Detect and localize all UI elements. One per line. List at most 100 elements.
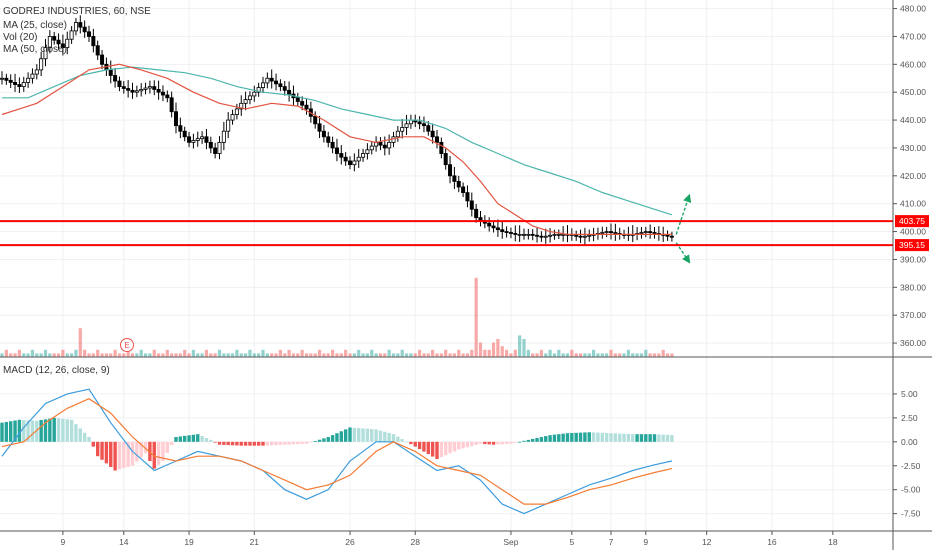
macd-histogram-bar: [204, 437, 209, 442]
volume-bar: [78, 328, 82, 357]
macd-histogram-bar: [274, 441, 278, 446]
legend-macd[interactable]: MACD (12, 26, close, 9): [3, 365, 110, 376]
volume-bar: [357, 349, 361, 357]
macd-histogram-bar: [357, 428, 361, 442]
volume-bar: [361, 353, 365, 357]
macd-y-tick-label: -5.00: [901, 485, 921, 495]
candle-body: [0, 77, 4, 80]
macd-histogram-bar: [539, 437, 544, 442]
macd-histogram-bar: [618, 433, 622, 442]
macd-histogram-bar: [135, 441, 139, 462]
candle-body: [226, 119, 231, 132]
legend-ma50[interactable]: MA (50, close): [3, 44, 67, 55]
macd-histogram-bar: [213, 441, 217, 443]
macd-histogram-bar: [574, 432, 578, 442]
volume-bar: [365, 353, 369, 357]
macd-histogram-bar: [670, 435, 674, 442]
x-tick-label: 19: [184, 537, 194, 547]
y-tick-label: 390.00: [900, 254, 926, 264]
macd-histogram-bar: [222, 441, 226, 445]
candle-body: [304, 104, 309, 110]
macd-histogram-bar: [396, 436, 400, 442]
volume-bar: [104, 353, 108, 357]
macd-histogram-bar: [613, 433, 618, 442]
candle-body: [47, 36, 52, 48]
macd-histogram-bar: [652, 434, 657, 442]
candle-body: [430, 130, 435, 138]
macd-histogram-bar: [226, 441, 230, 446]
candle-body: [361, 153, 366, 158]
volume-bar: [513, 349, 517, 357]
chart-title: GODREJ INDUSTRIES, 60, NSE: [3, 6, 151, 17]
candle-body: [587, 234, 592, 237]
macd-histogram-bar: [169, 441, 174, 446]
volume-bar: [383, 353, 387, 357]
level-label: 395.15: [899, 240, 925, 250]
signal-line: [1, 398, 673, 505]
macd-histogram-bar: [478, 441, 483, 444]
macd-histogram-bar: [583, 432, 587, 442]
volume-bar: [339, 353, 343, 357]
macd-histogram-bar: [626, 433, 631, 442]
candle-body: [426, 125, 431, 132]
earnings-marker[interactable]: E: [120, 338, 134, 352]
macd-histogram-bar: [517, 441, 522, 443]
volume-bar: [17, 349, 21, 357]
volume-bar: [557, 349, 561, 357]
volume-bar: [48, 353, 52, 357]
candle-body: [39, 58, 44, 71]
volume-bar: [91, 353, 95, 357]
volume-bar: [400, 349, 404, 357]
volume-bar: [657, 353, 661, 357]
macd-histogram-bar: [465, 441, 470, 448]
candle-body: [652, 232, 657, 234]
candle-body: [208, 141, 213, 149]
candle-body: [234, 108, 239, 115]
volume-bar: [9, 353, 13, 357]
macd-histogram-bar: [78, 428, 82, 442]
y-tick-label: 400.00: [900, 227, 926, 237]
candle-body: [173, 111, 178, 127]
volume-bar: [309, 353, 313, 357]
support-resistance-levels[interactable]: 403.75 395.15: [0, 215, 929, 252]
candle-body: [60, 43, 65, 48]
macd-histogram-bar: [661, 434, 665, 442]
macd-histogram-bar: [43, 419, 48, 442]
macd-histogram-bar: [648, 434, 652, 442]
volume-bar: [491, 342, 496, 357]
macd-histogram-bar: [409, 441, 413, 445]
macd-histogram-bar: [174, 437, 178, 442]
candle-body: [465, 192, 470, 202]
candle-body: [491, 225, 496, 229]
volume-bar: [431, 349, 435, 357]
volume-bar: [209, 353, 213, 357]
volume-bar: [661, 349, 665, 357]
candle-body: [461, 186, 466, 193]
legend-ma25[interactable]: MA (25, close): [3, 20, 67, 31]
macd-y-tick-label: 2.50: [901, 413, 918, 423]
macd-histogram-bar: [391, 434, 396, 442]
macd-histogram-bar: [644, 434, 648, 442]
x-tick-label: 28: [411, 537, 421, 547]
macd-histogram-bar: [161, 441, 165, 461]
macd-histogram-bar: [491, 441, 496, 445]
candle-body: [195, 138, 200, 141]
candle-body: [561, 233, 566, 236]
volume-bar: [535, 353, 539, 357]
macd-histogram-bar: [596, 432, 600, 442]
volume-bar: [474, 277, 478, 357]
volume-bar: [565, 353, 570, 357]
macd-histogram-bar: [104, 441, 109, 464]
volume-bar: [304, 353, 309, 357]
legend-volume[interactable]: Vol (20): [3, 32, 38, 43]
candle-body: [204, 136, 209, 143]
macd-histogram-bar: [330, 435, 335, 442]
level-tag: [895, 215, 929, 228]
volume-bar: [518, 335, 522, 357]
macd-histogram-bar: [243, 441, 248, 446]
macd-histogram-bar: [256, 441, 261, 446]
volume-pane: [0, 277, 674, 357]
candle-body: [643, 231, 648, 233]
candle-body: [600, 232, 605, 234]
